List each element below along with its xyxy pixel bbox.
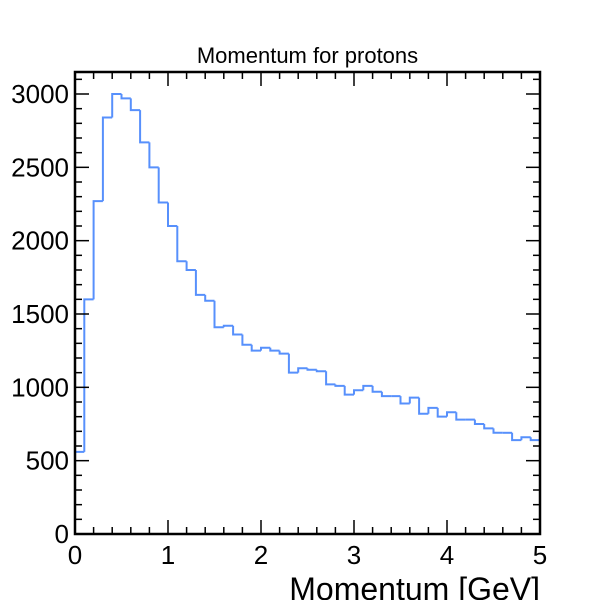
histogram-bin [287, 353, 299, 374]
histogram-bin [232, 325, 243, 336]
histogram-bin [111, 93, 122, 118]
y-tick-label: 3000 [11, 79, 69, 109]
histogram-bin [511, 432, 522, 442]
histogram-bin [334, 384, 345, 387]
histogram-bin [446, 411, 457, 417]
histogram-bin [83, 298, 94, 452]
histogram-bin [74, 450, 85, 534]
histogram-bin [492, 428, 503, 434]
histogram-bin [520, 436, 531, 441]
y-tick-label: 0 [55, 519, 69, 549]
histogram-bin [167, 202, 178, 227]
x-tick-label: 5 [533, 540, 547, 570]
histogram-bin [380, 391, 392, 398]
histogram-bin [315, 369, 327, 373]
histogram-bin [129, 98, 141, 112]
histogram-bin [278, 350, 289, 355]
histogram-bin [185, 261, 196, 271]
histogram-bin [176, 226, 187, 263]
histogram-bin [250, 344, 261, 352]
histogram-bin [325, 371, 336, 386]
histogram-bin [269, 347, 280, 352]
x-tick-label: 0 [68, 540, 82, 570]
histogram-bin [418, 397, 429, 415]
histogram-bin [120, 94, 131, 100]
histogram-bars [74, 93, 540, 534]
histogram-bin [194, 270, 206, 296]
histogram-bin [222, 324, 234, 328]
histogram-bin [148, 142, 159, 169]
histogram-bin [371, 385, 382, 393]
histogram-bin [204, 294, 215, 302]
y-tick-label: 500 [26, 446, 69, 476]
histogram-bin [473, 419, 485, 425]
histogram-bin [306, 368, 317, 371]
axis-ticks: 0 1 2 3 4 5 0 500 1000 1500 2000 2500 3000 [11, 72, 547, 570]
x-tick-label: 2 [254, 540, 268, 570]
histogram-bin [353, 389, 364, 395]
chart-title: Momentum for protons [197, 43, 418, 68]
x-tick-label: 3 [347, 540, 361, 570]
x-axis-label: Momentum [GeV] [289, 571, 540, 600]
histogram-bin [529, 437, 540, 442]
histogram-bin [260, 346, 271, 351]
histogram-bin [139, 110, 150, 144]
histogram-bin [343, 385, 354, 396]
y-tick-label: 2500 [11, 152, 69, 182]
histogram-bin [297, 367, 308, 373]
histogram-bin [483, 424, 494, 430]
histogram-bin [157, 167, 168, 204]
y-tick-label: 2000 [11, 226, 69, 256]
histogram-bin [92, 200, 103, 300]
histogram-bin [101, 116, 113, 202]
histogram-bin [436, 407, 447, 418]
histogram-bin [427, 406, 438, 414]
histogram-bin [408, 396, 420, 404]
y-tick-label: 1000 [11, 372, 69, 402]
x-tick-label: 4 [440, 540, 454, 570]
histogram-bin [399, 396, 410, 405]
x-tick-label: 1 [161, 540, 175, 570]
y-tick-label: 1500 [11, 299, 69, 329]
histogram-bin [362, 384, 373, 391]
histogram-bin [213, 300, 224, 329]
histogram-bin [241, 334, 252, 346]
plot-frame [73, 70, 542, 536]
histogram-bin [455, 412, 466, 421]
